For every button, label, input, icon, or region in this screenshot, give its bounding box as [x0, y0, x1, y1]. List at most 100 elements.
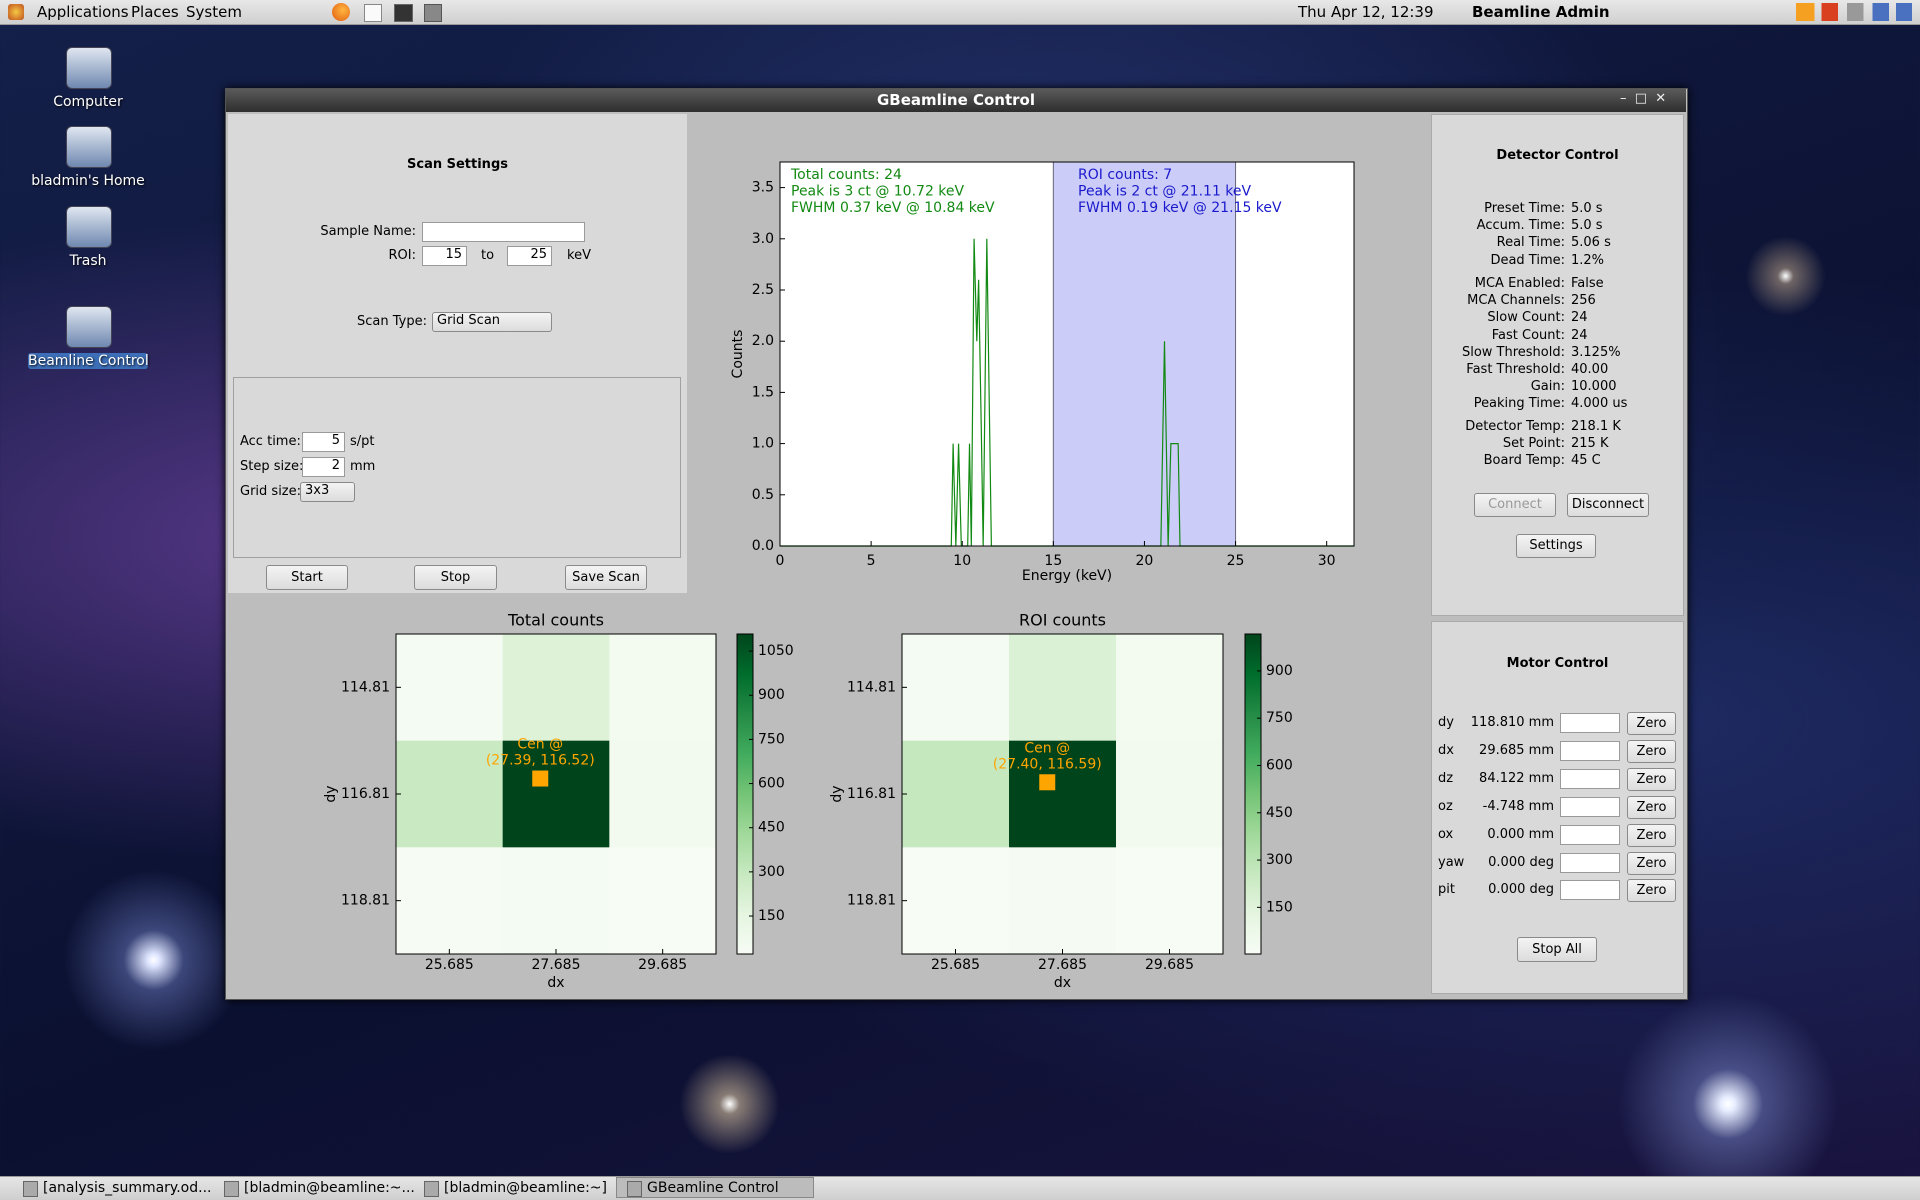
- task-icon[interactable]: [224, 1181, 239, 1197]
- text-input[interactable]: [1560, 824, 1620, 845]
- clock[interactable]: Thu Apr 12, 12:39: [1298, 3, 1434, 21]
- desktop-icon-image[interactable]: [66, 47, 112, 89]
- task-item[interactable]: [analysis_summary.od...: [43, 1180, 212, 1196]
- window-controls[interactable]: – □ ✕: [1620, 91, 1667, 106]
- button[interactable]: Settings: [1516, 534, 1596, 558]
- field-label: Gain:: [1530, 379, 1565, 395]
- annotation: FWHM 0.37 keV @ 10.84 keV: [791, 200, 995, 216]
- active-task[interactable]: [616, 1177, 814, 1198]
- motor-position: 0.000 mm: [1487, 826, 1554, 842]
- heatmap-cell: [1116, 634, 1224, 742]
- detector-panel: [1431, 114, 1684, 616]
- firefox-icon[interactable]: [332, 3, 350, 21]
- button[interactable]: Zero: [1627, 851, 1676, 875]
- button[interactable]: Disconnect: [1567, 493, 1649, 517]
- field-value: 3.125%: [1571, 344, 1621, 360]
- button[interactable]: Zero: [1627, 879, 1676, 903]
- text-input[interactable]: 15: [422, 246, 467, 266]
- field-label: Peaking Time:: [1473, 396, 1565, 412]
- text-input[interactable]: [1560, 796, 1620, 817]
- text-input[interactable]: [1560, 768, 1620, 789]
- annotation: Peak is 3 ct @ 10.72 keV: [791, 184, 965, 200]
- desktop-icon-label[interactable]: Beamline Control: [28, 353, 149, 369]
- field-value: 5.06 s: [1571, 235, 1611, 251]
- x-tick-label: 25.685: [425, 957, 474, 973]
- combo-box[interactable]: Grid Scan: [432, 312, 552, 332]
- heatmap-cell: [502, 634, 610, 742]
- task-item[interactable]: GBeamline Control: [647, 1180, 779, 1196]
- field-value: 218.1 K: [1571, 419, 1621, 434]
- y-tick-label: 118.81: [341, 893, 390, 909]
- motor-name: dz: [1438, 770, 1454, 786]
- field-label: Dead Time:: [1490, 252, 1565, 268]
- motor-name: dx: [1438, 742, 1454, 758]
- text-input[interactable]: 5: [302, 432, 345, 452]
- task-icon[interactable]: [627, 1181, 642, 1197]
- button[interactable]: Zero: [1627, 823, 1676, 847]
- section-title: Motor Control: [1506, 656, 1609, 671]
- text-input[interactable]: [1560, 880, 1620, 901]
- y-tick-label: 1.5: [752, 384, 774, 400]
- field-label: Fast Count:: [1491, 327, 1565, 343]
- button[interactable]: Zero: [1627, 712, 1676, 735]
- menu-item[interactable]: Places: [131, 3, 179, 21]
- menu-logo[interactable]: [8, 4, 24, 20]
- top-panel: [0, 0, 1920, 25]
- desktop-icon-image[interactable]: [66, 126, 112, 168]
- text-input[interactable]: [1560, 852, 1620, 873]
- desktop-icon-image[interactable]: [66, 306, 112, 348]
- text-input[interactable]: 2: [302, 457, 345, 477]
- y-tick-label: 1.0: [752, 436, 774, 452]
- editor-icon[interactable]: [364, 4, 382, 22]
- menu-item[interactable]: System: [186, 3, 242, 21]
- button[interactable]: Zero: [1627, 739, 1676, 763]
- task-icon[interactable]: [23, 1181, 38, 1197]
- button[interactable]: Start: [266, 565, 348, 590]
- user-name[interactable]: Beamline Admin: [1472, 3, 1610, 21]
- task-item[interactable]: [bladmin@beamline:~]: [444, 1180, 607, 1196]
- terminal-icon[interactable]: [394, 4, 413, 22]
- app-icon[interactable]: [424, 4, 442, 22]
- field-label: MCA Enabled:: [1474, 276, 1565, 291]
- task-item[interactable]: [bladmin@beamline:~...: [244, 1180, 415, 1196]
- text-input[interactable]: [422, 222, 585, 242]
- button: Connect: [1474, 493, 1556, 517]
- colorbar-tick-label: 600: [1266, 757, 1293, 773]
- colorbar: [1244, 633, 1262, 955]
- x-tick-label: 15: [1044, 553, 1062, 569]
- y-axis-label: dy: [829, 785, 845, 802]
- text-input[interactable]: 25: [507, 246, 552, 266]
- menu-item[interactable]: Applications: [37, 3, 129, 21]
- desktop-icon-label[interactable]: bladmin's Home: [31, 173, 145, 189]
- field-value: 1.2%: [1571, 252, 1605, 268]
- y-tick-label: 118.81: [847, 893, 896, 909]
- field-value: 5.0 s: [1571, 218, 1603, 234]
- heatmap-cell: [902, 634, 1010, 742]
- task-icon[interactable]: [424, 1181, 439, 1197]
- annotation: Peak is 2 ct @ 21.11 keV: [1078, 184, 1252, 200]
- desktop-icon-image[interactable]: [66, 206, 112, 248]
- heatmap-cell: [502, 847, 610, 955]
- heatmap-cell: [1009, 634, 1117, 742]
- button[interactable]: Save Scan: [565, 565, 647, 590]
- button[interactable]: Zero: [1627, 767, 1676, 791]
- button[interactable]: Stop: [414, 565, 497, 590]
- center-label: Cen @: [517, 737, 563, 753]
- text-input[interactable]: [1560, 740, 1620, 761]
- button[interactable]: Zero: [1627, 795, 1676, 819]
- motor-position: -4.748 mm: [1482, 798, 1554, 814]
- label: Grid size:: [240, 484, 302, 499]
- text-input[interactable]: [1560, 713, 1620, 733]
- heatmap-cell: [609, 847, 717, 955]
- motor-name: dy: [1438, 715, 1454, 730]
- combo-box[interactable]: 3x3: [300, 482, 355, 502]
- motor-position: 29.685 mm: [1479, 742, 1554, 758]
- chart-title: ROI counts: [1019, 611, 1106, 630]
- x-tick-label: 27.685: [532, 957, 581, 973]
- center-marker: [532, 770, 549, 787]
- tray[interactable]: [1796, 3, 1912, 21]
- desktop-icon-label[interactable]: Trash: [69, 253, 107, 269]
- button[interactable]: Stop All: [1517, 937, 1597, 962]
- desktop-icon-label[interactable]: Computer: [53, 94, 123, 110]
